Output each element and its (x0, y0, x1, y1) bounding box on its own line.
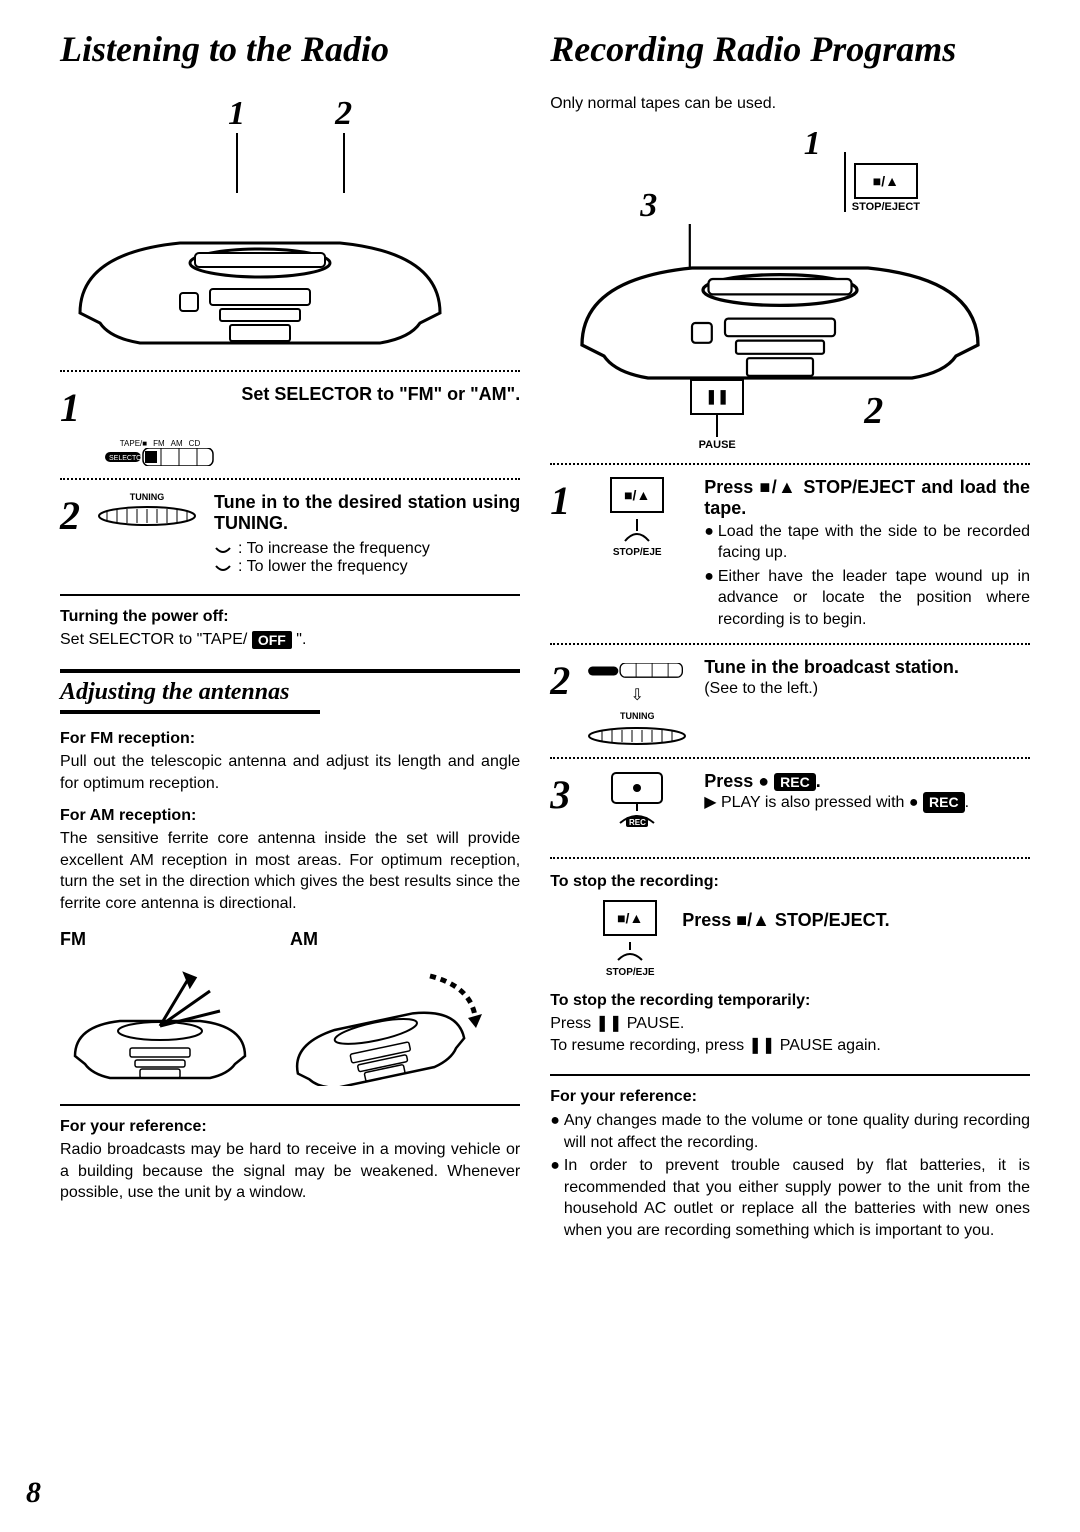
callout-2: 2 (335, 95, 352, 133)
step2-num: 2 (60, 492, 80, 539)
boombox-large-icon-r (560, 211, 1000, 391)
r-callout-1: 1 (804, 125, 821, 163)
right-intro: Only normal tapes can be used. (550, 95, 1030, 113)
step1-text: Set SELECTOR to "FM" or "AM". (92, 384, 520, 405)
fm-reception: For FM reception: Pull out the telescopi… (60, 728, 520, 795)
tuning-dial-icon: TUNING (92, 492, 202, 526)
stop-temp-section: To stop the recording temporarily: Press… (550, 990, 1030, 1057)
right-step-2: 2 ⇩ TUNING Tune in the broadcast station… (550, 657, 1030, 745)
svg-text:SELECTOR: SELECTOR (109, 455, 147, 462)
curve-left-icon (214, 560, 232, 574)
right-diagram: 3 1 ■/▲ STOP/EJECT ❚❚ (550, 121, 1030, 451)
left-step-2: 2 TUNING Tune in to the desired station … (60, 492, 520, 576)
r-step1-num: 1 (550, 477, 570, 524)
step1-num: 1 (60, 384, 80, 431)
power-off-section: Turning the power off: Set SELECTOR to "… (60, 606, 520, 651)
r-step3-text: Press ● REC. (704, 771, 1030, 792)
am-reception: For AM reception: The sensitive ferrite … (60, 805, 520, 915)
step2-text: Tune in to the desired station using TUN… (214, 492, 520, 534)
r-step3-sub: ▶ PLAY is also pressed with ● REC. (704, 792, 1030, 814)
left-diagram: 1 2 (60, 95, 520, 358)
stop-recording-section: To stop the recording: ■/▲ STOP/EJE Pres… (550, 871, 1030, 980)
stop-text: Press ■/▲ STOP/EJECT. (682, 908, 889, 932)
r-step2-num: 2 (550, 657, 570, 704)
r-step2-sub: (See to the left.) (704, 678, 1030, 700)
page-number: 8 (26, 1476, 41, 1510)
rec-button-icon: REC (582, 771, 692, 827)
r-step1-text: Press ■/▲ STOP/EJECT and load the tape. (704, 477, 1030, 519)
stop-eject-icon-2: ■/▲ STOP/EJE (590, 900, 670, 980)
selector-tuning-icon: ⇩ TUNING (582, 657, 692, 745)
step2-bullets: : To increase the frequency : To lower t… (214, 540, 520, 576)
right-step-1: 1 ■/▲ STOP/EJE Press ■/▲ STOP/EJECT and … (550, 477, 1030, 631)
am-label: AM (290, 929, 490, 950)
curve-right-icon (214, 542, 232, 556)
fm-label: FM (60, 929, 260, 950)
boombox-large-icon (60, 193, 460, 353)
fm-boombox-icon (60, 956, 260, 1086)
left-column: Listening to the Radio 1 2 1 Set SELECTO… (60, 30, 520, 1512)
off-pill: OFF (252, 631, 292, 650)
left-reference: For your reference: Radio broadcasts may… (60, 1116, 520, 1204)
am-boombox-icon (280, 956, 490, 1086)
r-step2-text: Tune in the broadcast station. (704, 657, 1030, 678)
stop-eject-button-icon: ■/▲ STOP/EJECT (852, 163, 920, 213)
right-step-3: 3 REC Press ● REC. ▶ PLAY is also presse… (550, 771, 1030, 827)
r-step1-bullets: ●Load the tape with the side to be recor… (704, 521, 1030, 631)
pause-button-icon: ❚❚ PAUSE (690, 379, 744, 451)
selector-icon: TAPE/■FMAMCD SELECTOR (100, 439, 220, 466)
right-title: Recording Radio Programs (550, 30, 1030, 70)
stop-eject-icon: ■/▲ STOP/EJE (582, 477, 692, 558)
callout-1: 1 (228, 95, 245, 133)
right-column: Recording Radio Programs Only normal tap… (550, 30, 1030, 1512)
left-title: Listening to the Radio (60, 30, 520, 70)
left-step-1: 1 Set SELECTOR to "FM" or "AM". (60, 384, 520, 431)
r-callout-2: 2 (864, 389, 883, 433)
antenna-diagrams (60, 956, 520, 1086)
antennas-heading: Adjusting the antennas (60, 679, 520, 714)
svg-text:REC: REC (629, 818, 646, 827)
r-step3-num: 3 (550, 771, 570, 818)
right-reference: For your reference: ●Any changes made to… (550, 1086, 1030, 1241)
